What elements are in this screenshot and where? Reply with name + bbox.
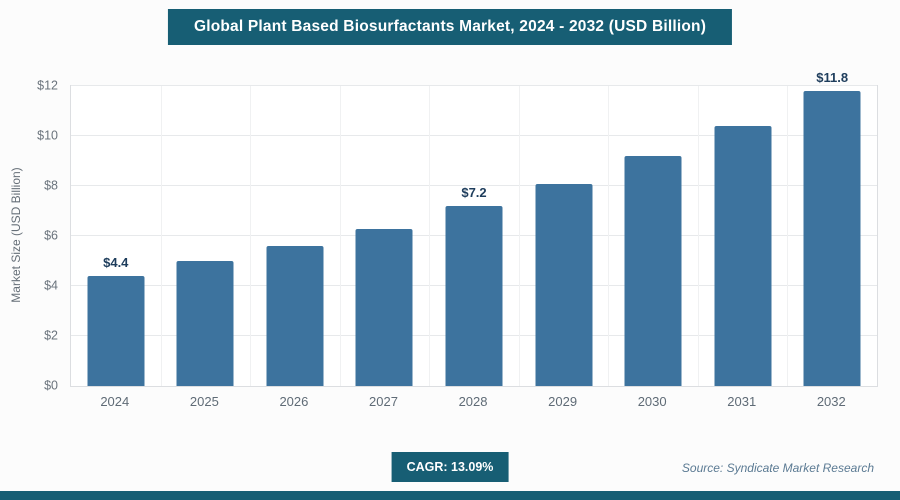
bar-value-label: $4.4 [103,255,129,270]
x-tick-label: 2030 [637,394,667,409]
source-text: Source: Syndicate Market Research [681,461,874,475]
gridline-vertical [429,86,431,386]
bar-2026 [266,246,324,386]
bar-value-label: $11.8 [816,70,849,85]
plot-area: $4.4 $7.2 $11.8 [70,70,878,387]
bar-fill [624,156,682,386]
y-tick-label: $0 [44,377,58,392]
gridline-vertical [608,86,610,386]
gridline-vertical [250,86,252,386]
x-axis-tick-labels: 2024 2025 2026 2027 2028 2029 2030 2031 2032 [70,394,876,409]
bar-value-label: $7.2 [461,185,487,200]
x-tick-label: 2031 [727,394,757,409]
gridline-vertical [518,86,520,386]
bar-fill [266,246,324,386]
gridline-vertical [697,86,699,386]
x-tick-label: 2025 [189,394,219,409]
y-tick-label: $2 [44,327,58,342]
y-tick-label: $4 [44,277,58,292]
y-tick-label: $10 [37,127,58,142]
bar-fill [445,206,503,386]
footer-bar [0,491,900,500]
cagr-badge: CAGR: 13.09% [391,452,509,482]
x-tick-label: 2032 [816,394,846,409]
x-tick-label: 2029 [548,394,578,409]
x-tick-label: 2026 [279,394,309,409]
bar-2028: $7.2 [445,185,503,386]
bar-fill [803,91,861,386]
gridline-horizontal [71,135,877,136]
bar-2029 [535,183,593,386]
bar-2030 [624,156,682,386]
y-tick-label: $8 [44,177,58,192]
bar-fill [87,276,145,386]
x-tick-label: 2024 [100,394,130,409]
bar-2025 [176,261,234,386]
gridline-vertical [787,86,789,386]
bar-2032: $11.8 [803,70,861,386]
gridline-horizontal [71,185,877,186]
gridline-vertical [339,86,341,386]
bar-2027 [355,228,413,386]
x-tick-label: 2027 [369,394,398,409]
bar-fill [355,228,413,386]
bar-2031 [714,126,772,386]
gridline-horizontal [71,85,877,86]
bar-2024: $4.4 [87,255,145,386]
y-tick-label: $6 [44,227,58,242]
x-tick-label: 2028 [458,394,488,409]
y-tick-label: $12 [37,77,58,92]
chart-title: Global Plant Based Biosurfactants Market… [167,9,733,45]
bar-fill [176,261,234,386]
bar-fill [714,126,772,386]
bar-fill [535,183,593,386]
gridline-vertical [160,86,162,386]
y-axis-tick-labels: $0 $2 $4 $6 $8 $10 $12 [18,79,64,391]
